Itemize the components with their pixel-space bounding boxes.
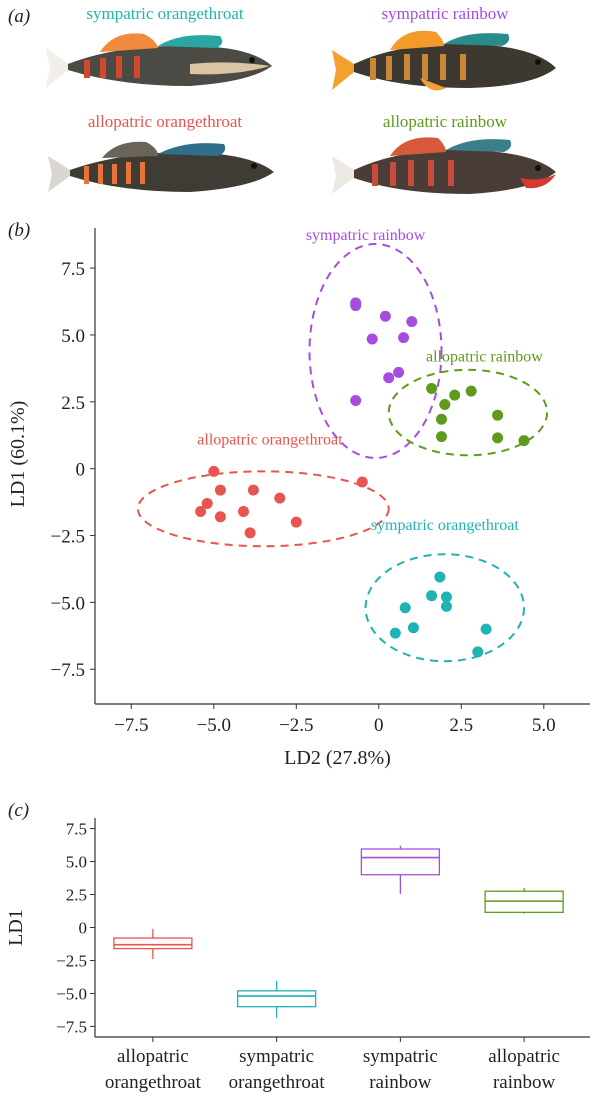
fish-icon <box>332 137 556 194</box>
panel-c-letter: (c) <box>8 800 30 821</box>
data-point-sympatric-rainbow <box>379 310 391 322</box>
x-tick-label: −7.5 <box>114 715 148 736</box>
confidence-ellipse-allopatric-orangethroat <box>136 470 390 548</box>
confidence-ellipse-allopatric-rainbow <box>387 368 549 457</box>
box-iqr <box>360 848 441 876</box>
group-label-sympatric-orangethroat: sympatric orangethroat <box>371 517 520 534</box>
box-iqr <box>113 937 193 950</box>
x-tick-label: rainbow <box>369 1072 432 1093</box>
data-point-allopatric-rainbow <box>439 398 451 410</box>
box-iqr <box>236 990 317 1008</box>
fish-icon <box>332 30 556 91</box>
panel-b-letter: (b) <box>8 220 31 241</box>
y-tick-label: 7.5 <box>61 259 85 280</box>
fish-label: allopatric rainbow <box>382 112 508 131</box>
y-tick-label: −2.5 <box>56 951 87 970</box>
y-tick-label: 7.5 <box>66 820 87 839</box>
data-point-sympatric-orangethroat <box>399 602 411 614</box>
fish-icon <box>48 141 274 192</box>
data-point-allopatric-rainbow <box>436 431 447 443</box>
x-tick-label: sympatric <box>239 1046 314 1067</box>
x-tick-label: 5.0 <box>532 715 556 736</box>
fish-photo-allopatric-orangethroat: allopatric orangethroat <box>40 112 290 208</box>
data-point-sympatric-orangethroat <box>480 623 492 635</box>
y-tick-label: 2.5 <box>61 393 85 414</box>
x-tick-label: −5.0 <box>197 715 231 736</box>
fish-icon <box>46 33 272 88</box>
data-point-sympatric-orangethroat <box>434 571 446 583</box>
data-point-sympatric-rainbow <box>383 372 395 384</box>
y-tick-label: 5.0 <box>61 326 85 347</box>
data-point-sympatric-orangethroat <box>426 590 438 602</box>
group-label-allopatric-rainbow: allopatric rainbow <box>426 349 543 366</box>
y-tick-label: −5.0 <box>56 984 87 1003</box>
data-point-sympatric-orangethroat <box>440 600 452 612</box>
data-point-allopatric-rainbow <box>465 385 477 397</box>
x-tick-label: allopatric <box>488 1046 560 1067</box>
data-point-allopatric-rainbow <box>449 389 461 401</box>
panel-a-letter: (a) <box>8 6 31 27</box>
fish-photo-sympatric-rainbow: sympatric rainbow <box>320 4 570 100</box>
data-point-allopatric-orangethroat <box>195 505 207 517</box>
data-point-sympatric-rainbow <box>350 300 362 312</box>
fish-label: sympatric orangethroat <box>86 4 244 23</box>
data-point-allopatric-rainbow <box>518 435 530 447</box>
x-tick-label: 2.5 <box>449 715 473 736</box>
data-point-sympatric-rainbow <box>350 394 362 406</box>
data-point-sympatric-rainbow <box>366 333 378 345</box>
scatter-plot-ld1-vs-ld2: sympatric rainbow allopatric rainbow allop… <box>7 227 590 769</box>
y-tick-label: 0 <box>79 919 88 938</box>
data-point-allopatric-orangethroat <box>274 492 286 504</box>
confidence-ellipse-sympatric-rainbow <box>308 243 443 459</box>
data-point-allopatric-orangethroat <box>201 497 213 509</box>
data-point-sympatric-rainbow <box>406 316 418 328</box>
x-tick-label: 0 <box>374 715 384 736</box>
data-point-allopatric-orangethroat <box>356 476 368 488</box>
x-tick-label: sympatric <box>363 1046 438 1067</box>
data-point-allopatric-orangethroat <box>244 527 256 539</box>
confidence-ellipse-sympatric-orangethroat <box>364 553 525 663</box>
y-tick-label: 0 <box>76 460 86 481</box>
data-point-sympatric-orangethroat <box>407 622 419 634</box>
data-point-allopatric-rainbow <box>436 413 447 425</box>
y-tick-label: −2.5 <box>51 527 85 548</box>
fish-photo-allopatric-rainbow: allopatric rainbow <box>320 112 570 208</box>
x-axis-label: LD2 (27.8%) <box>284 747 391 769</box>
x-tick-label: allopatric <box>117 1046 189 1067</box>
data-point-allopatric-orangethroat <box>290 516 302 528</box>
data-point-sympatric-rainbow <box>393 366 405 378</box>
data-point-allopatric-orangethroat <box>247 484 259 496</box>
data-point-allopatric-rainbow <box>492 432 504 444</box>
boxplot-ld1: 7.5 5.0 2.5 0 −2.5 −5.0 −7.5 LD1 allopatric orang… <box>5 818 590 1093</box>
data-point-sympatric-orangethroat <box>440 591 452 603</box>
x-tick-label: orangethroat <box>105 1072 202 1093</box>
data-point-allopatric-orangethroat <box>214 511 226 523</box>
y-tick-label: −7.5 <box>56 1017 87 1036</box>
data-point-sympatric-orangethroat <box>389 627 401 639</box>
y-tick-label: −7.5 <box>51 660 85 681</box>
x-tick-label: orangethroat <box>229 1072 326 1093</box>
y-axis-label: LD1 (60.1%) <box>7 401 29 508</box>
data-point-sympatric-orangethroat <box>472 646 484 658</box>
data-point-allopatric-orangethroat <box>208 465 220 477</box>
fish-label: sympatric rainbow <box>381 4 509 23</box>
y-tick-label: 5.0 <box>66 853 87 872</box>
y-axis-label: LD1 <box>5 909 27 946</box>
data-point-allopatric-orangethroat <box>238 505 249 517</box>
data-point-sympatric-rainbow <box>398 332 410 344</box>
group-label-sympatric-rainbow: sympatric rainbow <box>306 227 426 244</box>
y-tick-label: 2.5 <box>66 886 87 905</box>
data-point-allopatric-rainbow <box>492 409 504 421</box>
fish-label: allopatric orangethroat <box>87 112 243 131</box>
data-point-allopatric-orangethroat <box>214 484 226 496</box>
x-tick-label: rainbow <box>493 1072 556 1093</box>
data-point-allopatric-rainbow <box>426 382 438 394</box>
fish-photo-sympatric-orangethroat: sympatric orangethroat <box>40 4 290 100</box>
y-tick-label: −5.0 <box>51 593 85 614</box>
x-tick-label: −2.5 <box>279 715 313 736</box>
group-label-allopatric-orangethroat: allopatric orangethroat <box>197 432 343 449</box>
